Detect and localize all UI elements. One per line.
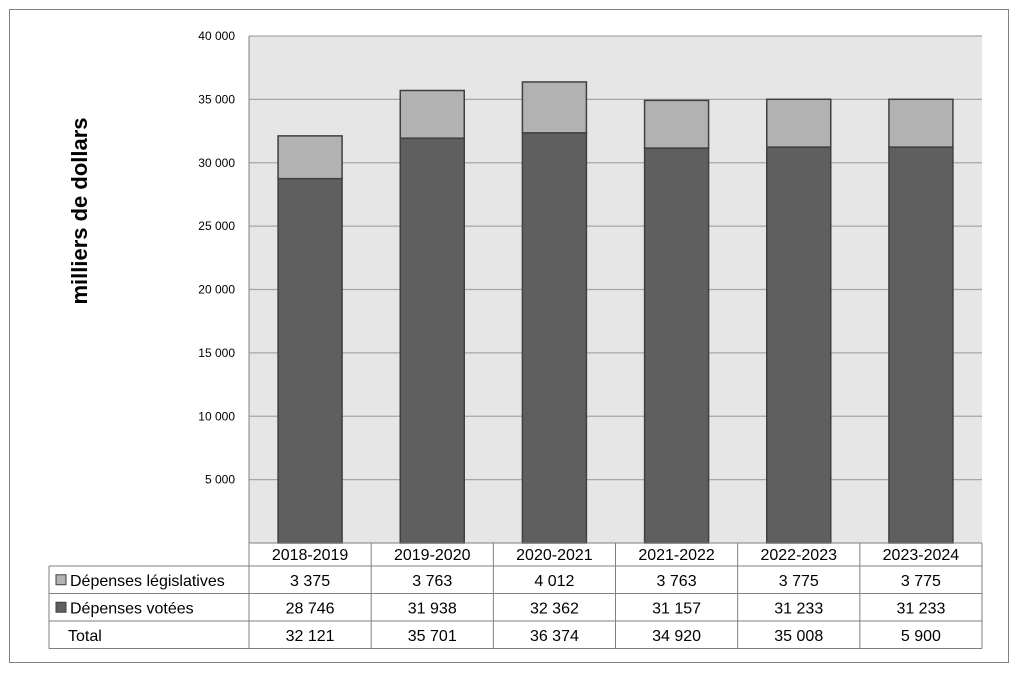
bar-segment-votees <box>888 146 954 544</box>
legend-swatch <box>55 601 67 613</box>
bar-segment-votees <box>399 137 465 544</box>
legend-entry: Dépenses législatives <box>70 573 225 590</box>
bar-segment-legislatives <box>399 89 465 139</box>
category-label: 2020-2021 <box>516 547 593 564</box>
table-cell-total: 36 374 <box>530 628 579 645</box>
table-cell-total: 35 701 <box>408 628 457 645</box>
table-cell-value: 31 938 <box>408 600 457 617</box>
y-tick-label: 15 000 <box>198 346 235 360</box>
y-tick-label: 25 000 <box>198 219 235 233</box>
table-cell-value: 31 157 <box>652 600 701 617</box>
category-label: 2023-2024 <box>883 547 960 564</box>
chart-frame <box>9 9 1009 663</box>
y-tick-label: 30 000 <box>198 156 235 170</box>
table-cell-value: 32 362 <box>530 600 579 617</box>
bar-segment-votees <box>277 177 343 544</box>
bar-segment-legislatives <box>643 99 710 149</box>
legend-entry: Dépenses votées <box>70 600 194 617</box>
bar-segment-votees <box>766 146 832 544</box>
table-cell-total: 5 900 <box>901 628 941 645</box>
y-tick-label: 20 000 <box>198 283 235 297</box>
table-cell-total: 34 920 <box>652 628 701 645</box>
category-label: 2022-2023 <box>760 547 837 564</box>
table-cell-value: 3 763 <box>412 573 452 590</box>
table-cell-value: 28 746 <box>286 600 335 617</box>
bar-segment-votees <box>521 132 588 544</box>
table-cell-value: 31 233 <box>774 600 823 617</box>
category-label: 2021-2022 <box>638 547 715 564</box>
table-row-label: Total <box>68 628 102 645</box>
data-table: 2018-2019 2019-2020 2020-2021 2021-2022 2022… <box>48 542 983 649</box>
category-label: 2019-2020 <box>394 547 471 564</box>
table-cell-total: 32 121 <box>286 628 335 645</box>
table-cell-value: 4 012 <box>534 573 574 590</box>
bar-segment-legislatives <box>521 81 588 134</box>
plot-area: 5 000 10 000 15 000 20 000 25 000 30 000 35 00… <box>198 29 982 544</box>
table-cell-total: 35 008 <box>774 628 823 645</box>
y-tick-label: 40 000 <box>198 29 235 43</box>
table-cell-value: 3 763 <box>657 573 697 590</box>
bar-segment-legislatives <box>766 98 832 148</box>
table-cell-value: 3 775 <box>901 573 941 590</box>
table-cell-value: 3 775 <box>779 573 819 590</box>
bar-segment-legislatives <box>277 135 343 180</box>
bar-segment-votees <box>643 147 710 544</box>
table-cell-value: 3 375 <box>290 573 330 590</box>
y-tick-label: 35 000 <box>198 92 235 106</box>
table-cell-value: 31 233 <box>896 600 945 617</box>
y-tick-label: 10 000 <box>198 409 235 423</box>
category-label: 2018-2019 <box>272 547 349 564</box>
y-tick-label: 5 000 <box>205 473 235 487</box>
legend-swatch <box>55 574 67 586</box>
bar-segment-legislatives <box>888 98 954 148</box>
